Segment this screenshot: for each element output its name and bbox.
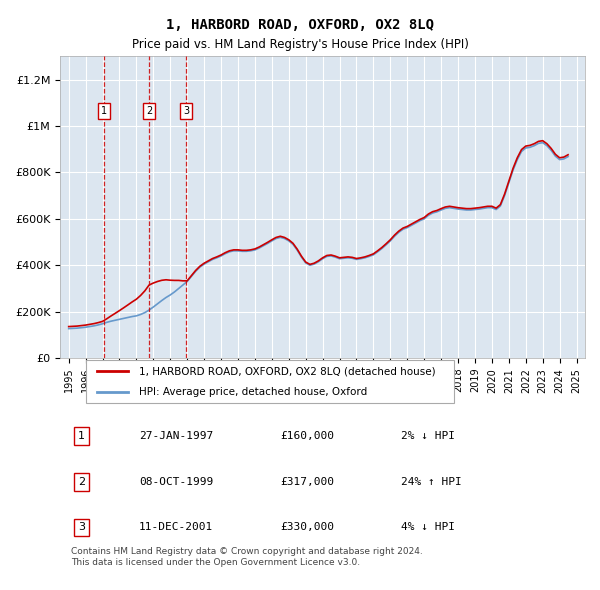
Text: 08-OCT-1999: 08-OCT-1999 [139,477,213,487]
Text: 1: 1 [101,106,107,116]
Text: 3: 3 [78,523,85,532]
Text: 2: 2 [77,477,85,487]
Text: 27-JAN-1997: 27-JAN-1997 [139,431,213,441]
Text: 3: 3 [183,106,190,116]
Text: HPI: Average price, detached house, Oxford: HPI: Average price, detached house, Oxfo… [139,387,367,397]
Text: 24% ↑ HPI: 24% ↑ HPI [401,477,462,487]
Text: 1, HARBORD ROAD, OXFORD, OX2 8LQ (detached house): 1, HARBORD ROAD, OXFORD, OX2 8LQ (detach… [139,366,436,376]
Text: 2: 2 [146,106,152,116]
FancyBboxPatch shape [86,360,454,403]
Text: Contains HM Land Registry data © Crown copyright and database right 2024.
This d: Contains HM Land Registry data © Crown c… [71,547,422,566]
Text: £330,000: £330,000 [281,523,335,532]
Text: 1, HARBORD ROAD, OXFORD, OX2 8LQ: 1, HARBORD ROAD, OXFORD, OX2 8LQ [166,18,434,32]
Text: £160,000: £160,000 [281,431,335,441]
Text: 1: 1 [78,431,85,441]
Text: Price paid vs. HM Land Registry's House Price Index (HPI): Price paid vs. HM Land Registry's House … [131,38,469,51]
Text: £317,000: £317,000 [281,477,335,487]
Text: 4% ↓ HPI: 4% ↓ HPI [401,523,455,532]
Text: 11-DEC-2001: 11-DEC-2001 [139,523,213,532]
Text: 2% ↓ HPI: 2% ↓ HPI [401,431,455,441]
